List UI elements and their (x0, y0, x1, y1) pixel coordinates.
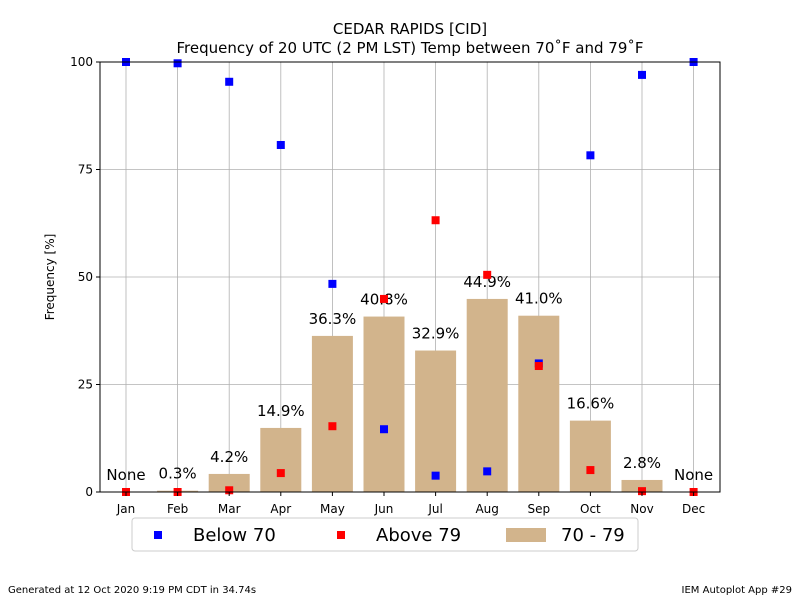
y-tick-label: 50 (78, 270, 93, 284)
footer-generated: Generated at 12 Oct 2020 9:19 PM CDT in … (8, 585, 257, 596)
marker-below-70 (638, 70, 646, 79)
marker-below-70 (276, 140, 285, 149)
bar (208, 473, 250, 492)
x-tick-label: Jan (116, 502, 136, 516)
x-tick-label: Feb (167, 502, 188, 516)
x-tick-label: Mar (218, 502, 241, 516)
legend-swatch (506, 528, 546, 542)
x-tick-label: May (320, 502, 345, 516)
bar-value-label: 16.6% (567, 395, 615, 413)
marker-below-70 (380, 425, 388, 434)
marker-below-70 (586, 151, 595, 160)
bar-value-label: None (674, 466, 713, 484)
marker-above-79 (483, 270, 492, 279)
x-tick-label: Aug (475, 502, 498, 516)
chart-subtitle: Frequency of 20 UTC (2 PM LST) Temp betw… (177, 39, 644, 57)
bar-value-label: 36.3% (309, 310, 357, 328)
y-tick-label: 100 (70, 55, 93, 69)
y-tick-label: 75 (78, 163, 93, 177)
chart-title: CEDAR RAPIDS [CID] (333, 20, 487, 38)
bar-value-label: 0.3% (159, 465, 197, 483)
bar-value-label: 32.9% (412, 325, 460, 343)
x-tick-label: Nov (630, 502, 653, 516)
bar (621, 479, 663, 492)
bar (363, 316, 405, 492)
marker-above-79 (586, 466, 595, 475)
bar-value-label: 14.9% (257, 402, 305, 420)
marker-below-70 (483, 467, 492, 476)
y-tick-label: 25 (78, 378, 93, 392)
legend-box (131, 517, 639, 552)
footer-app: IEM Autoplot App #29 (681, 585, 792, 596)
marker-above-79 (380, 294, 388, 303)
legend-label: Above 79 (376, 525, 461, 546)
marker-above-79 (276, 469, 285, 478)
marker-above-79 (534, 362, 543, 371)
bar (569, 420, 611, 492)
bar-value-label: None (106, 466, 145, 484)
bar (466, 298, 508, 492)
marker-above-79 (431, 216, 440, 225)
marker-below-70 (173, 59, 182, 68)
marker-above-79 (638, 487, 646, 496)
y-tick-label: 0 (85, 485, 93, 499)
bar (415, 350, 457, 492)
marker-below-70 (431, 471, 440, 480)
bar-value-label: 4.2% (210, 448, 248, 466)
legend: Below 70 Above 79 70 - 79 (131, 517, 639, 552)
bar-value-label: 2.8% (623, 454, 661, 472)
axis-ticks: 0 25 50 75 100 Jan Feb Mar Apr May Jun Jul Aug Sep Oct… (70, 55, 705, 516)
x-tick-label: Dec (682, 502, 705, 516)
bar-value-label: 41.0% (515, 290, 563, 308)
x-tick-label: Sep (527, 502, 550, 516)
legend-marker (337, 531, 345, 539)
x-tick-label: Jun (374, 502, 394, 516)
x-tick-label: Oct (580, 502, 601, 516)
marker-above-79 (225, 486, 234, 495)
marker-above-79 (328, 422, 337, 431)
bar-value-labels: None0.3%4.2%14.9%36.3%40.8%32.9%44.9%41.… (106, 273, 713, 484)
legend-marker (154, 531, 162, 539)
y-axis-label: Frequency [%] (43, 234, 57, 321)
x-tick-label: Apr (270, 502, 291, 516)
bars-70-79 (157, 298, 663, 492)
marker-below-70 (225, 77, 234, 86)
bar (260, 427, 302, 492)
bar (518, 315, 560, 492)
marker-below-70 (328, 279, 337, 288)
bar (311, 335, 353, 492)
bar-value-label: 44.9% (463, 273, 511, 291)
legend-label: 70 - 79 (561, 525, 625, 546)
legend-label: Below 70 (193, 525, 276, 546)
x-tick-label: Jul (427, 502, 442, 516)
grid-lines (100, 61, 720, 493)
